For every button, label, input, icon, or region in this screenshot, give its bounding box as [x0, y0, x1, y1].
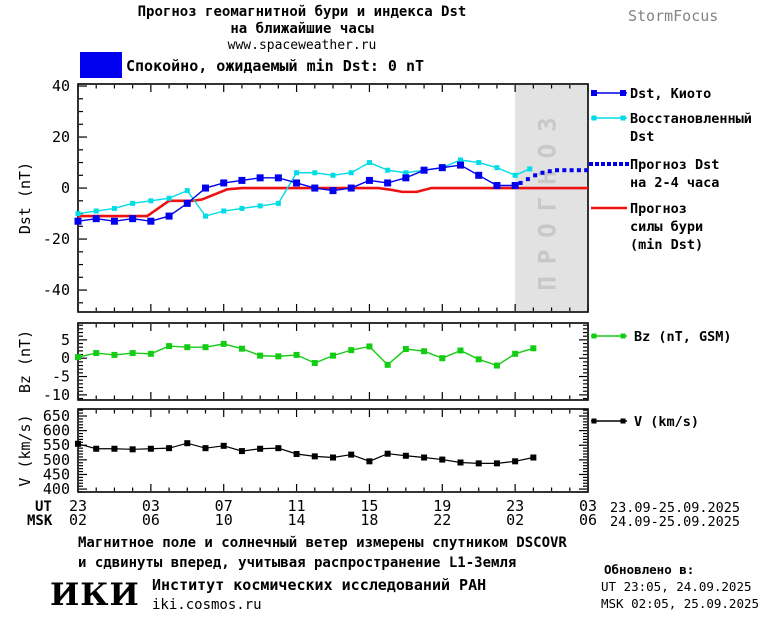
dst-chart-ytick-label: -20	[43, 230, 70, 248]
legend-storm-label-3: (min Dst)	[630, 237, 704, 253]
msk-tick-label: 14	[288, 511, 306, 529]
ut-tick-label: 19	[433, 497, 451, 515]
dst-chart-ytick-label: 20	[52, 128, 70, 146]
page-title: Прогноз геомагнитной бури и индекса Dst	[137, 4, 467, 20]
legend-restored-label-1: Восстановленный	[630, 111, 752, 127]
dst-chart-border	[77, 83, 589, 313]
msk-tick-label: 02	[69, 511, 87, 529]
ut-tick-label: 15	[360, 497, 378, 515]
forecast-region-label: ПРОГНОЗ	[534, 105, 562, 290]
legend-forecast-dst-label-1: Прогноз Dst	[630, 157, 720, 173]
iki-logo: ИКИ	[50, 577, 140, 613]
dst-chart-ylabel: Dst (nT)	[16, 162, 34, 234]
bz-chart-ytick-label: 5	[61, 331, 70, 349]
msk-tick-label: 10	[215, 511, 233, 529]
bz-chart-ytick-label: -5	[52, 368, 70, 386]
restored-dst-series	[75, 157, 533, 219]
legend-storm-label-2: силы бури	[630, 219, 704, 235]
legend-storm-label-1: Прогноз	[630, 201, 687, 217]
v-chart-ytick-label: 650	[43, 407, 70, 425]
bz-chart-yticks	[79, 324, 587, 400]
msk-tick-label: 02	[506, 511, 524, 529]
legend-v-label: V (km/s)	[634, 414, 700, 430]
v-chart-ytick-label: 500	[43, 451, 70, 469]
bz-chart: -10-505 Bz (nT)	[16, 322, 589, 404]
ut-tick-label: 11	[288, 497, 306, 515]
dst-chart-ytick-label: 40	[52, 77, 70, 95]
dst-chart-yticks	[79, 85, 87, 304]
v-chart-yticks	[79, 409, 587, 493]
legend-restored-label-2: Dst	[630, 129, 655, 145]
v-chart-ytick-label: 400	[43, 480, 70, 498]
ut-date-range: 23.09-25.09.2025	[610, 500, 741, 516]
legend-forecast-dst-glyph	[589, 162, 629, 166]
ut-tick-label: 03	[142, 497, 160, 515]
updated-msk: MSK 02:05, 25.09.2025	[601, 596, 760, 611]
dst-chart-xticks	[77, 85, 589, 311]
dst-chart-ytick-label: 0	[61, 179, 70, 197]
legend-forecast-dst-label-2: на 2-4 часа	[630, 175, 720, 191]
updated-ut: UT 23:05, 24.09.2025	[601, 579, 752, 594]
bz-chart-border	[77, 322, 589, 401]
msk-tick-label: 18	[360, 511, 378, 529]
bz-chart-ytick-label: -10	[43, 386, 70, 404]
ut-axis-header: UT	[35, 499, 52, 515]
v-series	[75, 440, 537, 467]
ut-tick-label: 23	[506, 497, 524, 515]
dst-chart: ПРОГНОЗ -40 -20 0 20 40 Dst (nT)	[16, 77, 589, 313]
forecast-dst-series	[518, 168, 589, 185]
bz-chart-xticks	[77, 324, 589, 399]
v-chart-ylabel: V (km/s)	[16, 414, 34, 486]
brand-label: StormFocus	[628, 7, 719, 25]
storm-forecast-line	[78, 186, 588, 218]
source-url: www.spaceweather.ru	[227, 38, 377, 53]
v-chart-ytick-label: 550	[43, 436, 70, 454]
footer-note-2: и сдвинуты вперед, учитывая распростране…	[78, 555, 517, 571]
legend-dst-kyoto-label: Dst, Киото	[630, 86, 712, 102]
legend-restored-glyph	[591, 115, 627, 121]
dst-chart-ytick-label: -40	[43, 281, 70, 299]
ut-tick-label: 23	[69, 497, 87, 515]
v-chart-ytick-label: 600	[43, 422, 70, 440]
legend-dst-kyoto-glyph	[591, 90, 627, 96]
bz-chart-ylabel: Bz (nT)	[16, 330, 34, 393]
msk-tick-label: 22	[433, 511, 451, 529]
status-label: Спокойно, ожидаемый min Dst: 0 nT	[126, 57, 425, 75]
institute-site: iki.cosmos.ru	[152, 597, 262, 613]
forecast-region: ПРОГНОЗ	[515, 85, 587, 311]
footer-note-1: Магнитное поле и солнечный ветер измерен…	[78, 535, 567, 551]
legend-bz-glyph	[591, 333, 627, 339]
bz-chart-ytick-label: 0	[61, 349, 70, 367]
page-subtitle: на ближайшие часы	[230, 21, 374, 37]
v-chart-ytick-label: 450	[43, 465, 70, 483]
msk-date-range: 24.09-25.09.2025	[610, 514, 741, 530]
ut-tick-label: 07	[215, 497, 233, 515]
msk-tick-label: 06	[579, 511, 597, 529]
ut-tick-label: 03	[579, 497, 597, 515]
bz-series	[75, 340, 537, 369]
legend-v-glyph	[591, 418, 627, 424]
updated-title: Обновлено в:	[604, 562, 695, 577]
msk-tick-label: 06	[142, 511, 160, 529]
institute-name: Институт космических исследований РАН	[152, 576, 487, 594]
msk-axis-header: MSK	[27, 513, 53, 529]
legend-bz-label: Bz (nT, GSM)	[634, 329, 732, 345]
dst-kyoto-series	[74, 161, 519, 225]
status-swatch	[80, 52, 122, 78]
v-chart-xticks	[77, 410, 589, 491]
v-chart-border	[77, 408, 589, 493]
